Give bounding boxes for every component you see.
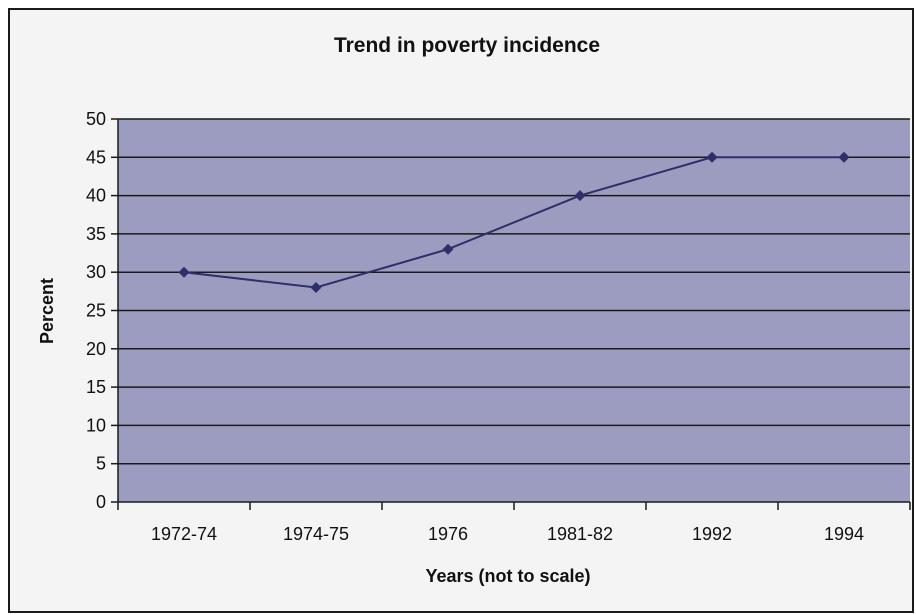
y-tick-label: 30 [86, 262, 106, 282]
x-tick-label: 1981-82 [547, 524, 613, 544]
x-tick-label: 1976 [428, 524, 468, 544]
x-tick-label: 1972-74 [151, 524, 217, 544]
data-point-marker [706, 151, 718, 163]
x-axis-title: Years (not to scale) [425, 566, 590, 586]
y-tick-label: 45 [86, 147, 106, 167]
y-tick-label: 20 [86, 339, 106, 359]
data-point-marker [442, 243, 454, 255]
y-tick-label: 40 [86, 186, 106, 206]
y-tick-label: 35 [86, 224, 106, 244]
data-point-marker [574, 190, 586, 202]
x-tick-label: 1992 [692, 524, 732, 544]
series-line [183, 156, 844, 289]
y-tick-label: 5 [96, 454, 106, 474]
y-tick-label: 50 [86, 109, 106, 129]
y-tick-label: 15 [86, 377, 106, 397]
y-tick-label: 0 [96, 492, 106, 512]
chart-title: Trend in poverty incidence [334, 34, 600, 57]
data-point-marker [838, 151, 850, 163]
x-tick-label: 1994 [824, 524, 864, 544]
data-point-marker [310, 282, 322, 294]
x-tick-label: 1974-75 [283, 524, 349, 544]
y-tick-label: 10 [86, 415, 106, 435]
data-point-marker [178, 266, 190, 278]
y-tick-label: 25 [86, 301, 106, 321]
y-axis-title: Percent [37, 278, 57, 344]
